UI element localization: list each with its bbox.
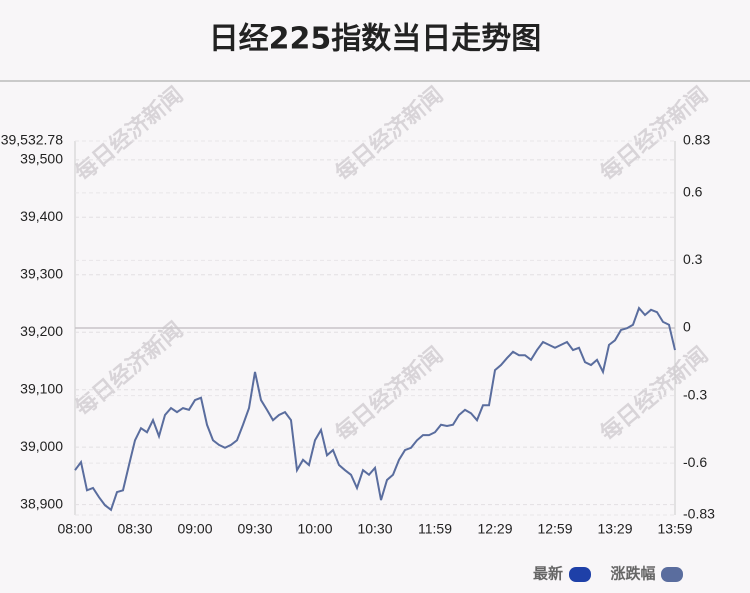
y-tick-label: 39,532.78 (1, 132, 63, 148)
y2-tick-label: -0.83 (683, 506, 715, 522)
y2-tick-label: 0.83 (683, 132, 710, 148)
watermark: 每日经济新闻 (70, 82, 188, 187)
x-tick-label: 13:29 (597, 521, 632, 537)
x-tick-label: 11:59 (418, 521, 452, 537)
legend-swatch (569, 567, 591, 582)
x-tick-label: 12:29 (477, 521, 512, 537)
price-line (74, 306, 676, 512)
legend-label: 涨跌幅 (610, 565, 655, 583)
y-tick-label: 39,300 (20, 265, 63, 281)
legend-swatch (661, 567, 683, 582)
x-tick-label: 08:00 (57, 521, 92, 537)
y2-tick-label: 0.3 (683, 251, 703, 267)
y2-tick-label: 0 (683, 319, 691, 335)
y-tick-label: 39,000 (20, 438, 63, 454)
y2-tick-label: -0.3 (683, 386, 707, 402)
y-tick-label: 38,900 (20, 495, 63, 511)
watermark: 每日经济新闻 (330, 342, 448, 447)
y2-tick-label: -0.6 (683, 454, 707, 470)
x-tick-label: 09:00 (177, 521, 212, 537)
x-tick-label: 12:59 (537, 521, 572, 537)
watermark: 每日经济新闻 (330, 82, 448, 187)
watermark: 每日经济新闻 (70, 317, 188, 422)
x-tick-label: 10:30 (357, 521, 392, 537)
y-tick-label: 39,200 (20, 323, 63, 339)
legend-label: 最新 (533, 565, 563, 583)
chart-title: 日经225指数当日走势图 (209, 22, 542, 57)
y2-tick-label: 0.6 (683, 184, 703, 200)
x-tick-label: 10:00 (297, 521, 332, 537)
y-tick-label: 39,100 (20, 380, 63, 396)
y-tick-label: 39,400 (20, 208, 63, 224)
x-tick-label: 08:30 (117, 521, 152, 537)
y-tick-label: 39,500 (20, 151, 63, 167)
x-tick-label: 13:59 (657, 521, 692, 537)
x-tick-label: 09:30 (237, 521, 272, 537)
